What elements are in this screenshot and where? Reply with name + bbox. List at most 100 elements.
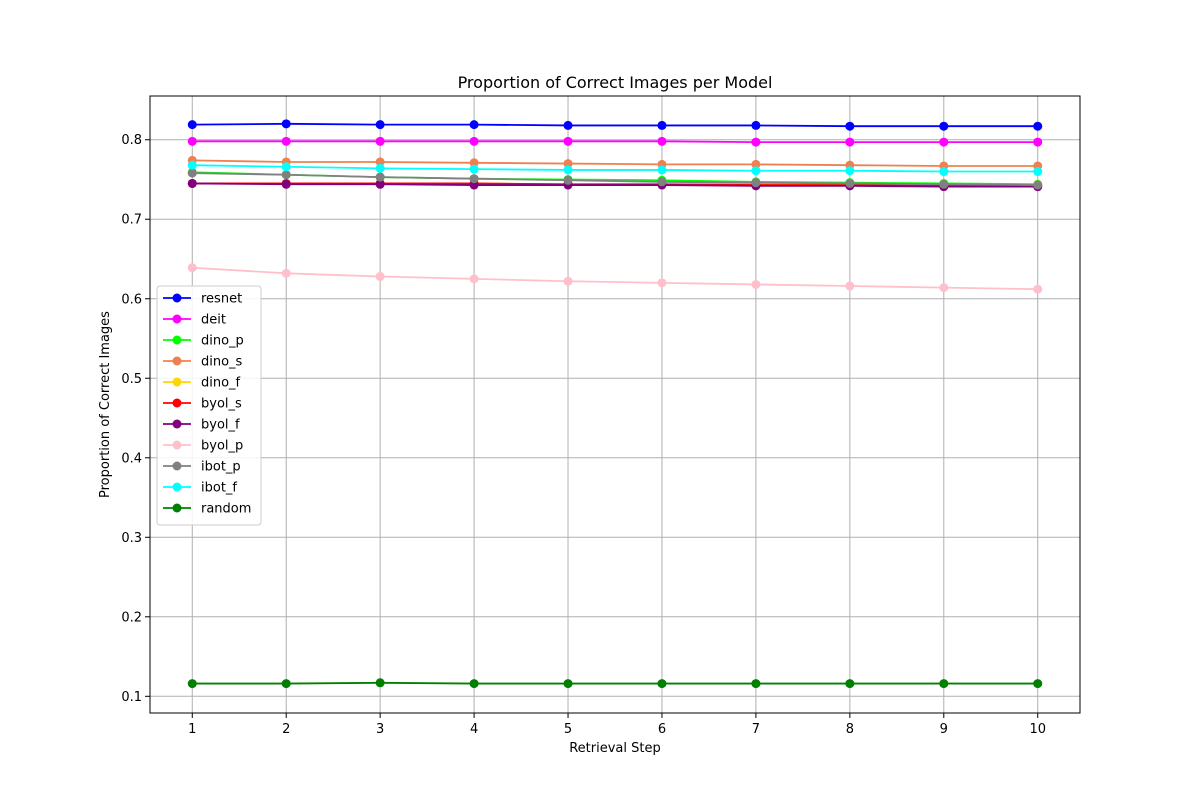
- legend-item-byol_f: byol_f: [163, 418, 240, 433]
- x-tick-label: 3: [376, 722, 384, 737]
- data-point-deit: [751, 137, 761, 147]
- data-point-byol_f: [187, 178, 197, 188]
- x-tick-label: 4: [470, 722, 478, 737]
- data-point-byol_p: [939, 283, 949, 293]
- series-resnet: [187, 119, 1043, 131]
- legend-label: deit: [201, 313, 226, 328]
- legend-item-ibot_f: ibot_f: [163, 481, 237, 496]
- legend-label: dino_s: [201, 355, 243, 370]
- series-random: [187, 678, 1043, 689]
- data-point-random: [187, 679, 197, 689]
- series-lines: [187, 119, 1043, 689]
- legend-marker: [172, 398, 182, 408]
- data-point-ibot_p: [563, 175, 573, 185]
- data-point-byol_p: [375, 271, 385, 281]
- y-tick-label: 0.8: [121, 133, 142, 148]
- data-point-resnet: [1033, 121, 1043, 131]
- x-tick-label: 9: [940, 722, 948, 737]
- data-point-byol_p: [281, 268, 291, 278]
- data-point-ibot_f: [281, 162, 291, 172]
- series-line-byol_p: [192, 266, 1038, 291]
- data-point-random: [1033, 679, 1043, 689]
- data-point-deit: [1033, 137, 1043, 147]
- x-tick-label: 6: [658, 722, 666, 737]
- series-dino_s: [187, 155, 1043, 171]
- y-tick-label: 0.4: [121, 451, 142, 466]
- data-point-dino_s: [375, 157, 385, 167]
- data-point-byol_p: [657, 278, 667, 288]
- data-point-deit: [281, 136, 291, 146]
- data-point-ibot_p: [187, 168, 197, 178]
- data-point-byol_f: [375, 179, 385, 189]
- data-point-byol_p: [751, 279, 761, 289]
- legend-marker: [172, 461, 182, 471]
- legend-label: byol_s: [201, 397, 242, 412]
- data-point-deit: [563, 136, 573, 146]
- data-point-byol_p: [563, 276, 573, 286]
- data-point-ibot_f: [1033, 167, 1043, 177]
- data-point-ibot_p: [375, 172, 385, 182]
- data-point-random: [751, 679, 761, 689]
- series-ibot_f: [187, 160, 1043, 177]
- data-point-ibot_p: [751, 178, 761, 188]
- data-point-dino_s: [563, 159, 573, 169]
- legend-item-dino_s: dino_s: [163, 355, 243, 370]
- legend-marker: [172, 293, 182, 303]
- data-point-ibot_p: [469, 174, 479, 184]
- data-point-resnet: [563, 120, 573, 130]
- data-point-resnet: [845, 121, 855, 131]
- data-point-dino_s: [751, 159, 761, 169]
- data-point-byol_p: [187, 263, 197, 273]
- data-point-random: [375, 678, 385, 688]
- data-point-dino_s: [469, 158, 479, 168]
- legend-item-dino_f: dino_f: [163, 376, 241, 391]
- series-line-byol_f: [192, 182, 1038, 188]
- y-tick-label: 0.5: [121, 372, 142, 387]
- legend: resnet deit dino_p dino_s dino_f byol_s byol_f…: [156, 285, 262, 526]
- legend-item-byol_p: byol_p: [163, 439, 243, 454]
- x-tick-label: 8: [846, 722, 854, 737]
- legend-item-dino_p: dino_p: [163, 334, 244, 349]
- x-axis-ticks: 1 2 3 4 5 6 7 8 9 10: [188, 713, 1046, 737]
- data-point-ibot_p: [845, 178, 855, 188]
- x-tick-label: 1: [188, 722, 196, 737]
- data-point-ibot_f: [187, 160, 197, 170]
- legend-item-deit: deit: [163, 313, 226, 328]
- data-point-byol_p: [1033, 284, 1043, 294]
- data-point-resnet: [187, 120, 197, 130]
- y-tick-label: 0.2: [121, 610, 142, 625]
- legend-label: byol_f: [201, 418, 240, 433]
- grid-lines: [150, 96, 1080, 713]
- legend-marker: [172, 377, 182, 387]
- legend-item-byol_s: byol_s: [163, 397, 242, 412]
- data-point-ibot_f: [939, 167, 949, 177]
- x-tick-label: 5: [564, 722, 572, 737]
- data-point-random: [657, 679, 667, 689]
- legend-label: random: [201, 502, 251, 517]
- y-axis-label: Proportion of Correct Images: [98, 311, 113, 498]
- legend-marker: [172, 440, 182, 450]
- data-point-ibot_f: [563, 165, 573, 175]
- data-point-deit: [469, 136, 479, 146]
- data-point-byol_f: [469, 180, 479, 190]
- plot-frame: [149, 95, 1081, 714]
- legend-label: dino_f: [201, 376, 241, 391]
- data-point-ibot_f: [751, 166, 761, 176]
- data-point-random: [845, 679, 855, 689]
- series-line-dino_s: [192, 159, 1038, 167]
- data-point-resnet: [281, 119, 291, 129]
- legend-item-resnet: resnet: [163, 292, 242, 307]
- legend-label: byol_p: [201, 439, 243, 454]
- data-point-resnet: [469, 120, 479, 130]
- legend-marker: [172, 356, 182, 366]
- legend-item-random: random: [163, 502, 251, 517]
- data-point-ibot_p: [939, 179, 949, 189]
- data-point-resnet: [375, 120, 385, 130]
- data-point-byol_p: [469, 274, 479, 284]
- data-point-ibot_f: [845, 166, 855, 176]
- data-point-random: [469, 679, 479, 689]
- data-point-resnet: [751, 120, 761, 130]
- legend-marker: [172, 482, 182, 492]
- series-line-resnet: [192, 122, 1038, 128]
